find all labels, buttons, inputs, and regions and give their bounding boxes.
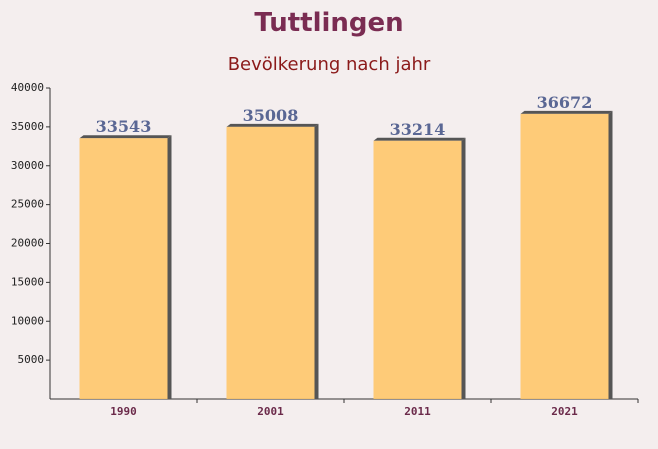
value-label: 35008: [243, 106, 299, 125]
value-label: 33543: [96, 117, 152, 136]
x-tick-label: 2001: [257, 405, 284, 418]
value-label: 33214: [390, 120, 446, 139]
x-tick-label: 2011: [404, 405, 431, 418]
y-tick-label: 15000: [11, 275, 44, 288]
bar: [226, 126, 315, 399]
x-tick-label: 2021: [551, 405, 578, 418]
value-label: 36672: [537, 93, 593, 112]
chart-subtitle: Bevölkerung nach jahr: [228, 54, 431, 75]
y-tick-label: 35000: [11, 120, 44, 133]
bar: [79, 138, 168, 399]
y-tick-label: 10000: [11, 314, 44, 327]
y-tick-label: 30000: [11, 159, 44, 172]
x-tick-label: 1990: [110, 405, 137, 418]
bar-shadow: [608, 110, 613, 400]
bar-shadow: [314, 123, 319, 399]
y-tick-label: 40000: [11, 81, 44, 94]
bar: [373, 140, 462, 399]
bar-top: [520, 110, 613, 114]
y-tick-label: 5000: [18, 353, 45, 366]
bar-top: [373, 137, 466, 141]
bar-shadow: [167, 135, 172, 399]
bar-top: [79, 135, 172, 139]
y-tick-label: 25000: [11, 198, 44, 211]
bar: [520, 113, 609, 400]
bar-shadow: [461, 137, 466, 399]
chart-title: Tuttlingen: [254, 8, 403, 38]
y-tick-label: 20000: [11, 237, 44, 250]
bar-top: [226, 123, 319, 127]
